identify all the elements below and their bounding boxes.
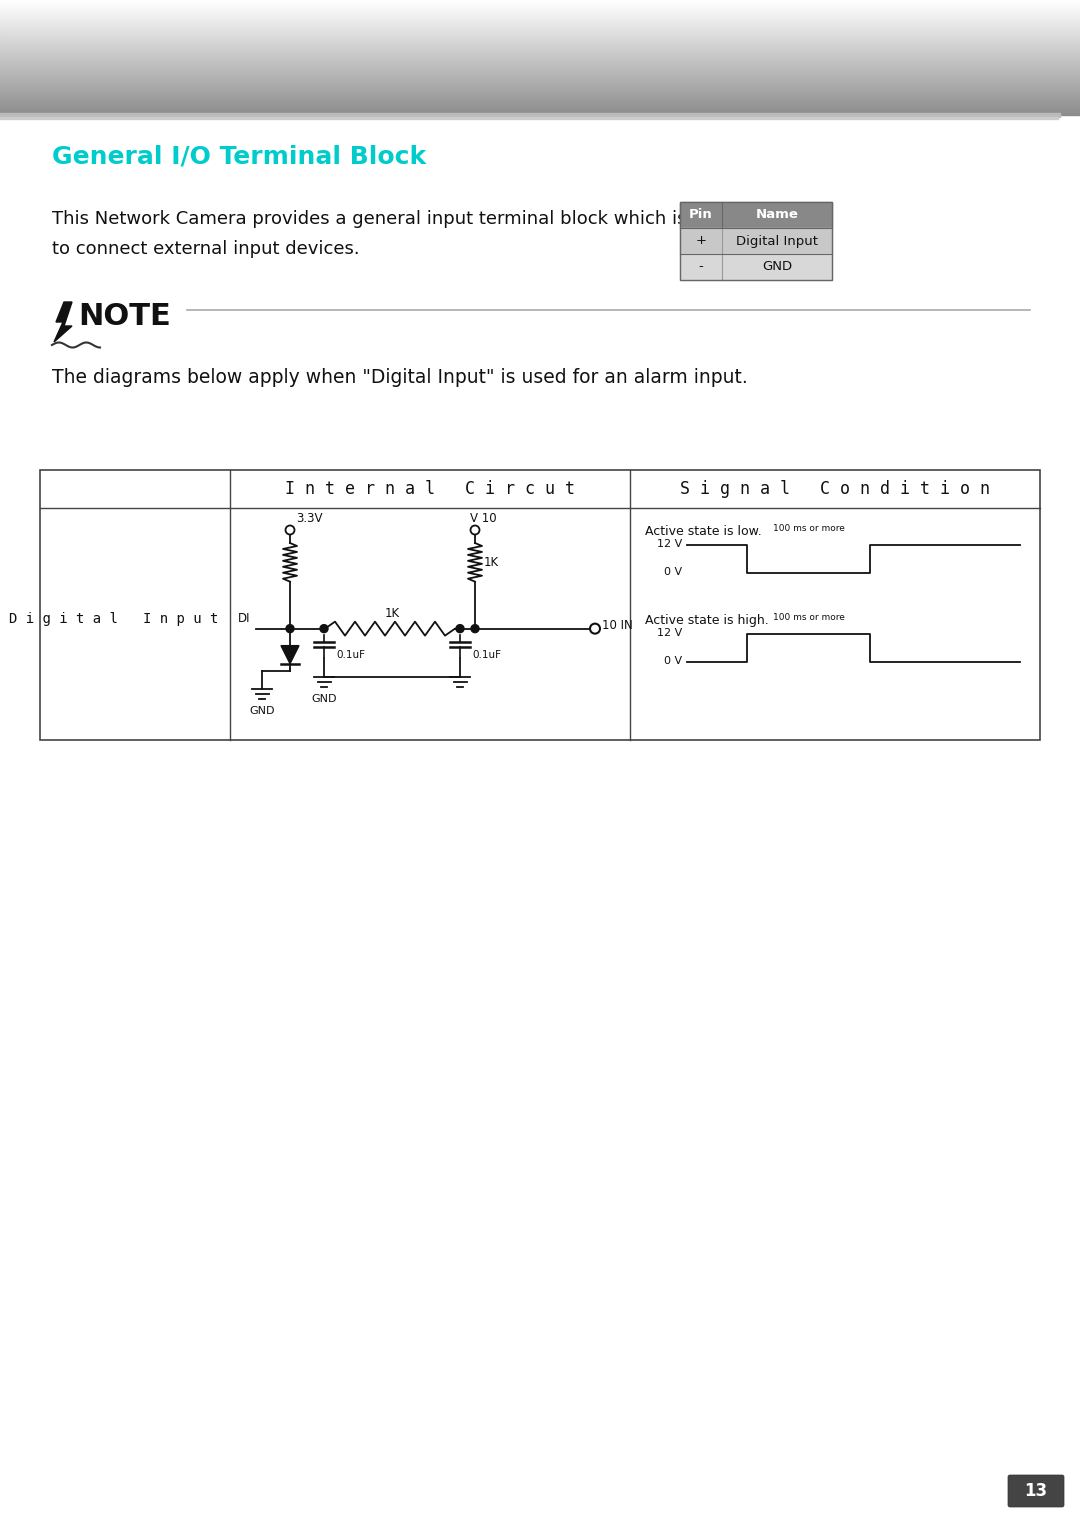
Text: 100 ms or more: 100 ms or more: [772, 612, 845, 621]
Text: Digital Input: Digital Input: [735, 235, 818, 247]
Circle shape: [285, 525, 295, 534]
Text: I n t e r n a l   C i r c u t: I n t e r n a l C i r c u t: [285, 479, 575, 498]
Bar: [680, 228, 832, 253]
Text: 0 V: 0 V: [664, 657, 681, 666]
Text: DI: DI: [238, 612, 251, 625]
Text: D i g i t a l   I n p u t: D i g i t a l I n p u t: [9, 612, 218, 626]
Text: This Network Camera provides a general input terminal block which is used: This Network Camera provides a general i…: [52, 211, 735, 228]
Text: 12 V: 12 V: [657, 628, 681, 638]
Bar: [680, 253, 832, 279]
Text: to connect external input devices.: to connect external input devices.: [52, 240, 360, 258]
Circle shape: [590, 623, 600, 634]
Text: 0.1uF: 0.1uF: [472, 651, 501, 660]
Text: Active state is high.: Active state is high.: [645, 614, 769, 628]
Text: GND: GND: [761, 261, 792, 273]
Text: 3.3V: 3.3V: [296, 512, 323, 525]
Bar: [0, 118, 1058, 119]
Text: GND: GND: [249, 705, 274, 716]
Polygon shape: [54, 302, 72, 342]
Bar: [0, 113, 1059, 118]
Circle shape: [320, 625, 328, 632]
Text: Active state is low.: Active state is low.: [645, 525, 761, 538]
Text: 1K: 1K: [384, 606, 400, 620]
FancyBboxPatch shape: [1008, 1475, 1064, 1507]
Text: -: -: [699, 261, 703, 273]
Bar: [680, 202, 832, 228]
Circle shape: [286, 625, 294, 632]
Text: NOTE: NOTE: [78, 302, 171, 331]
Polygon shape: [281, 646, 299, 664]
Bar: [680, 202, 832, 279]
Circle shape: [471, 625, 480, 632]
Text: 0 V: 0 V: [664, 567, 681, 577]
Bar: [40, 470, 1040, 741]
Text: 0.1uF: 0.1uF: [336, 651, 365, 660]
Text: S i g n a l   C o n d i t i o n: S i g n a l C o n d i t i o n: [680, 479, 990, 498]
Text: 10 IN: 10 IN: [602, 618, 633, 632]
Text: General I/O Terminal Block: General I/O Terminal Block: [52, 145, 427, 169]
Text: V 10: V 10: [470, 512, 497, 525]
Text: Pin: Pin: [689, 209, 713, 221]
Text: The diagrams below apply when "Digital Input" is used for an alarm input.: The diagrams below apply when "Digital I…: [52, 368, 747, 386]
Text: 13: 13: [1025, 1483, 1048, 1500]
Text: 12 V: 12 V: [657, 539, 681, 550]
Text: Name: Name: [756, 209, 798, 221]
Circle shape: [456, 625, 464, 632]
Text: +: +: [696, 235, 706, 247]
Text: 100 ms or more: 100 ms or more: [772, 524, 845, 533]
Text: 1K: 1K: [484, 556, 499, 570]
Circle shape: [471, 525, 480, 534]
Text: GND: GND: [311, 693, 337, 704]
